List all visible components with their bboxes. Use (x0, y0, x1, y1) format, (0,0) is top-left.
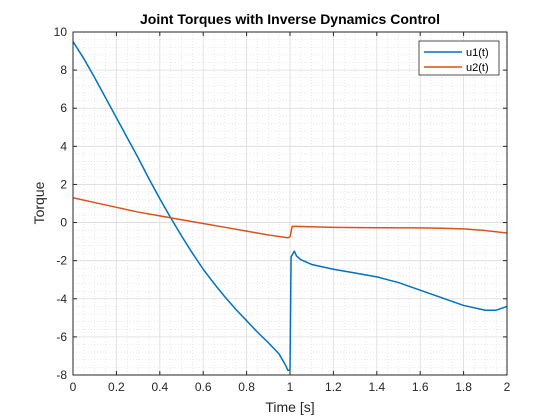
y-tick-label: 4 (60, 139, 67, 153)
y-tick-label: -8 (56, 368, 67, 382)
series-layer (72, 41, 508, 371)
x-tick-label: 0.6 (195, 380, 212, 394)
y-tick-label: -2 (56, 254, 67, 268)
y-tick-label: -6 (56, 330, 67, 344)
legend-u2-label: u2(t) (466, 62, 489, 74)
chart-title: Joint Torques with Inverse Dynamics Cont… (140, 11, 440, 27)
ticks (72, 31, 508, 376)
x-tick-label: 0.8 (238, 380, 255, 394)
y-tick-label: 0 (60, 216, 67, 230)
y-tick-label: 2 (60, 177, 67, 191)
series-line-u1 (72, 41, 508, 371)
x-tick-label: 1.2 (325, 380, 342, 394)
x-axis-label: Time [s] (265, 399, 314, 415)
legend-u1-label: u1(t) (466, 47, 489, 59)
x-tick-label: 0.4 (151, 380, 168, 394)
x-tick-label: 0 (70, 380, 77, 394)
legend-box (418, 40, 500, 76)
y-tick-label: 10 (54, 25, 68, 39)
y-tick-label: 6 (60, 101, 67, 115)
x-tick-label: 1 (287, 380, 294, 394)
x-tick-label: 0.2 (108, 380, 125, 394)
x-tick-label: 2 (504, 380, 511, 394)
y-axis-label: Torque (31, 181, 47, 224)
y-tick-label: -4 (56, 292, 67, 306)
y-tick-label: 8 (60, 63, 67, 77)
series-line-u2 (72, 197, 508, 239)
x-tick-label: 1.8 (455, 380, 472, 394)
x-tick-label: 1.4 (368, 380, 385, 394)
x-tick-label: 1.6 (412, 380, 429, 394)
tick-labels: 0 0.2 0.4 0.6 0.8 1 1.2 1.4 1.6 1.8 2 -8 -6 -4 -2 0 2 4 6 8… (54, 25, 511, 394)
legend: u1(t) u2(t) (418, 40, 500, 76)
